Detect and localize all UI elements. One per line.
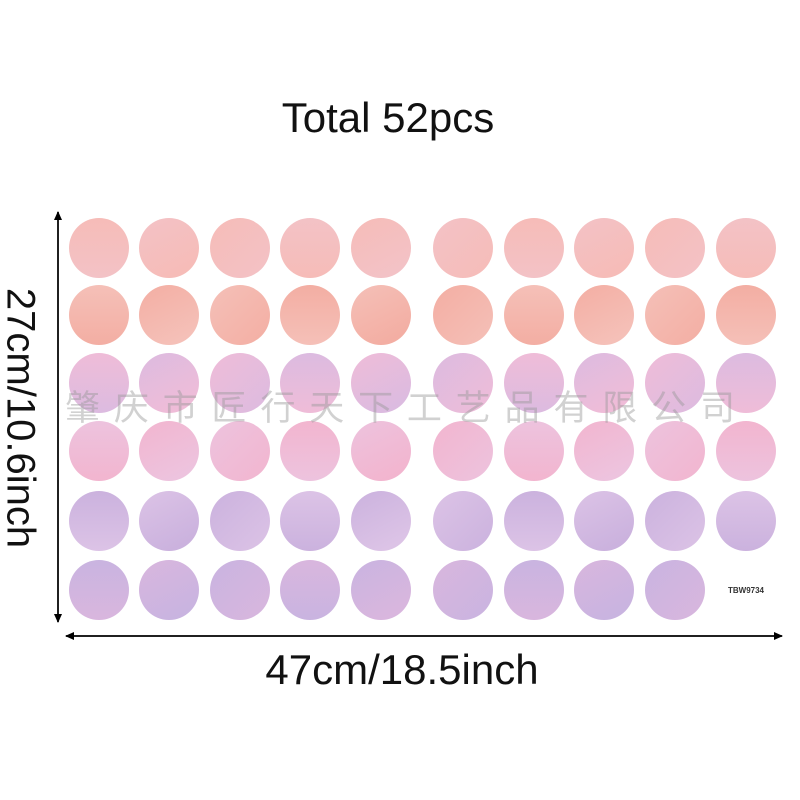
dot-sticker: [574, 421, 634, 481]
dot-sticker: [280, 353, 340, 413]
dot-sticker: [716, 491, 776, 551]
dot-sticker: [433, 218, 493, 278]
dot-sticker: [574, 491, 634, 551]
dot-sticker: [574, 560, 634, 620]
dot-sticker: [504, 491, 564, 551]
dot-sticker: [716, 285, 776, 345]
dot-sticker: [351, 285, 411, 345]
dot-sticker: [645, 491, 705, 551]
dot-sticker: [69, 285, 129, 345]
dot-sticker: [351, 353, 411, 413]
dot-sticker: [433, 353, 493, 413]
dot-sticker: [574, 218, 634, 278]
dot-sticker: [645, 285, 705, 345]
dot-sticker: [280, 285, 340, 345]
dot-sticker: [139, 218, 199, 278]
dot-sticker: [210, 421, 270, 481]
height-label: 27cm/10.6inch: [0, 288, 42, 548]
dot-sticker: [210, 218, 270, 278]
dot-sticker: [645, 218, 705, 278]
dot-sticker: [504, 560, 564, 620]
dot-sticker: [69, 421, 129, 481]
dot-sticker: [504, 421, 564, 481]
dot-sticker: [645, 421, 705, 481]
dot-sticker: [504, 353, 564, 413]
dot-sticker: [645, 353, 705, 413]
dot-sticker: [69, 491, 129, 551]
dot-sticker: [280, 421, 340, 481]
dot-sticker: [280, 218, 340, 278]
title: Total 52pcs: [282, 94, 494, 141]
dot-sticker: [433, 560, 493, 620]
dot-sticker: [433, 285, 493, 345]
dot-sticker: [210, 285, 270, 345]
dot-sticker: [504, 285, 564, 345]
product-code: TBW9734: [728, 586, 765, 595]
dot-sticker: [139, 421, 199, 481]
dot-sticker: [645, 560, 705, 620]
dot-sticker: [574, 353, 634, 413]
dot-sticker: [351, 218, 411, 278]
dot-sticker: [210, 560, 270, 620]
dot-sticker: [351, 491, 411, 551]
dot-sticker: [139, 491, 199, 551]
dot-sticker: [433, 491, 493, 551]
dot-sticker: [69, 353, 129, 413]
dot-sticker: [351, 560, 411, 620]
width-label: 47cm/18.5inch: [265, 646, 538, 693]
dot-sticker: [69, 560, 129, 620]
dot-sticker: [504, 218, 564, 278]
dot-sticker: [574, 285, 634, 345]
dot-sticker: [716, 353, 776, 413]
dot-sticker: [69, 218, 129, 278]
dot-sticker: [210, 353, 270, 413]
dot-grid: [69, 218, 776, 620]
dot-sticker: [280, 491, 340, 551]
dot-sticker: [139, 353, 199, 413]
dot-sticker: [716, 218, 776, 278]
dot-sticker: [351, 421, 411, 481]
dot-sticker: [280, 560, 340, 620]
dot-sticker: [210, 491, 270, 551]
dot-sticker: [716, 421, 776, 481]
dot-sticker: [139, 560, 199, 620]
dot-sticker: [433, 421, 493, 481]
dot-sticker: [139, 285, 199, 345]
